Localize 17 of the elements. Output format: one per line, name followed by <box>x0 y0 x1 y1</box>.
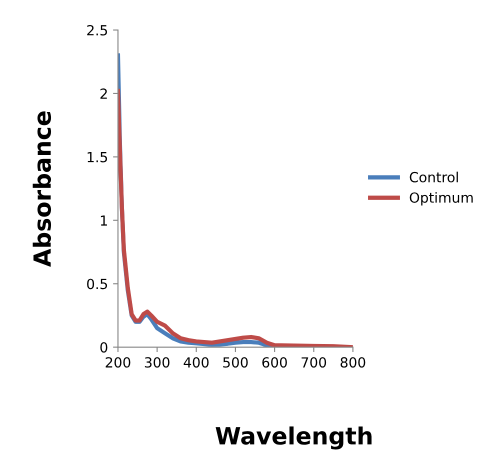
legend-label: Optimum <box>410 192 473 206</box>
y-axis-title: Absorbance <box>32 111 52 267</box>
y-tick-label: 0 <box>100 342 108 353</box>
y-tick-label: 2 <box>100 88 107 99</box>
x-tick-label: 400 <box>184 357 209 368</box>
y-tick-label: 0.5 <box>87 278 108 290</box>
x-tick-label: 300 <box>144 357 170 368</box>
x-tick-label: 700 <box>302 357 326 368</box>
x-tick-label: 500 <box>223 357 248 368</box>
y-tick-label: 1.5 <box>88 152 108 162</box>
y-tick-label: 1 <box>100 215 107 226</box>
legend-label: Control <box>410 172 458 182</box>
x-tick-label: 200 <box>106 357 130 368</box>
x-tick-label: 800 <box>340 357 366 368</box>
x-axis-title: Wavelength <box>216 426 372 450</box>
y-tick-label: 2.5 <box>87 25 108 36</box>
x-tick-label: 600 <box>262 357 287 368</box>
